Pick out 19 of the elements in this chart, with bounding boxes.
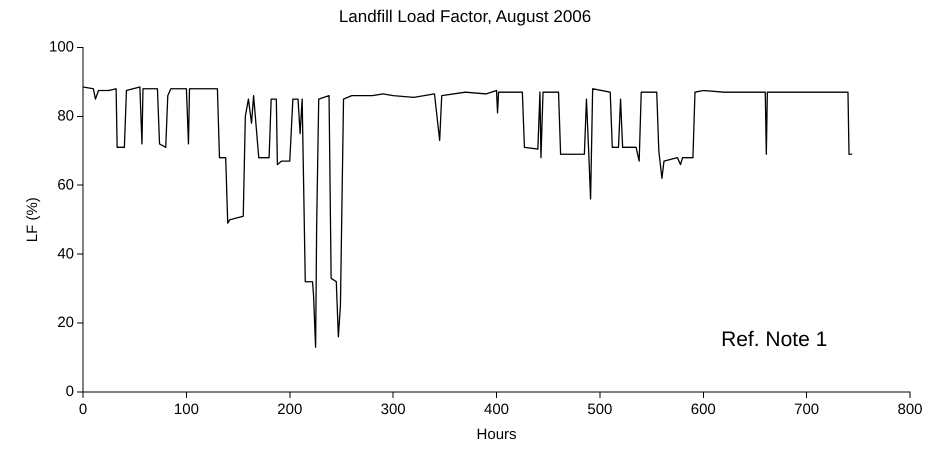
y-axis-title: LF (%) — [24, 197, 42, 242]
y-tick-label: 100 — [48, 38, 74, 56]
y-tick-label: 0 — [66, 383, 74, 400]
x-axis-title: Hours — [476, 426, 517, 444]
y-tick-label: 40 — [57, 245, 74, 262]
x-tick-label: 200 — [277, 401, 302, 418]
x-tick-label: 0 — [78, 401, 88, 418]
x-tick-label: 100 — [174, 401, 199, 418]
annotation: Ref. Note 1 — [721, 328, 828, 351]
chart-title: Landfill Load Factor, August 2006 — [338, 6, 592, 26]
x-tick-label: 400 — [484, 401, 510, 418]
x-tick-label: 300 — [380, 401, 406, 418]
y-tick-label: 20 — [57, 314, 74, 332]
y-tick-label: 80 — [57, 107, 74, 124]
x-tick-label: 500 — [587, 401, 612, 418]
x-tick-label: 800 — [897, 401, 923, 418]
y-tick-label: 60 — [57, 176, 74, 194]
x-tick-label: 600 — [690, 401, 716, 418]
x-tick-label: 700 — [794, 401, 820, 418]
